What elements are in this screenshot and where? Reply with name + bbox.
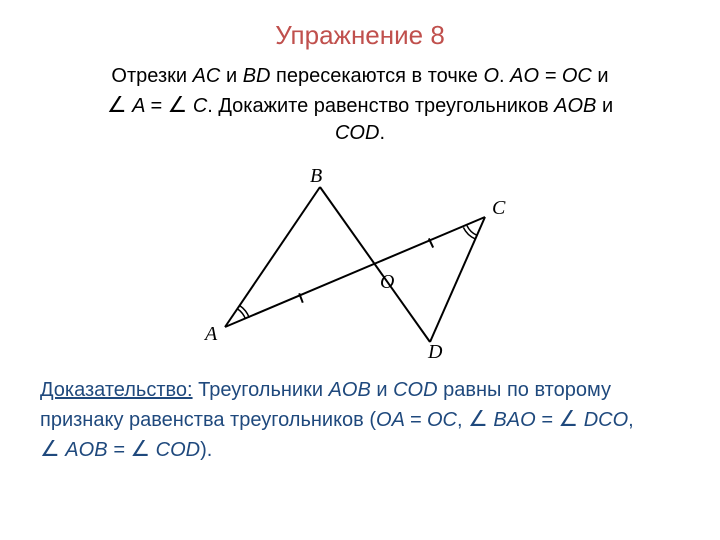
angle-icon: ∠ xyxy=(468,404,488,434)
proof-cod2: COD xyxy=(156,439,200,461)
point-o: O xyxy=(483,65,499,87)
svg-text:C: C xyxy=(492,197,506,219)
problem-text-7: и xyxy=(596,95,613,117)
svg-text:B: B xyxy=(310,165,322,187)
angle-icon: ∠ xyxy=(40,434,60,464)
problem-text-4: . xyxy=(499,65,510,87)
proof-aob-eq: AOB = xyxy=(65,439,130,461)
proof-comma-2: , xyxy=(628,409,634,431)
proof-text: Доказательство: Треугольники AOB и COD р… xyxy=(40,377,680,464)
proof-comma-1: , xyxy=(457,409,468,431)
svg-text:A: A xyxy=(203,323,218,345)
svg-text:O: O xyxy=(380,271,394,293)
proof-dco: DCO xyxy=(584,409,628,431)
proof-label: Доказательство: xyxy=(40,379,193,401)
proof-bao: BAO = xyxy=(493,409,558,431)
problem-statement: Отрезки AC и BD пересекаются в точке O . … xyxy=(40,63,680,147)
problem-text-5: и xyxy=(592,65,609,87)
segment-bd: BD xyxy=(243,65,271,87)
problem-text-3: пересекаются в точке xyxy=(270,65,483,87)
angle-icon: ∠ xyxy=(130,434,150,464)
problem-text-8: . xyxy=(379,122,385,144)
segment-ac: AC xyxy=(193,65,221,87)
problem-text-2: и xyxy=(220,65,242,87)
proof-aob: AOB xyxy=(329,379,371,401)
angle-c: C xyxy=(193,95,207,117)
proof-part-2: и xyxy=(371,379,393,401)
svg-text:D: D xyxy=(427,341,443,362)
geometry-diagram: A B C D O xyxy=(190,162,530,362)
proof-end: ). xyxy=(200,439,212,461)
proof-oa-oc: OA = OC xyxy=(376,409,457,431)
diagram-container: A B C D O xyxy=(40,162,680,362)
problem-text-6: . Докажите равенство треугольников xyxy=(207,95,554,117)
exercise-title: Упражнение 8 xyxy=(40,20,680,51)
proof-cod: COD xyxy=(393,379,437,401)
triangle-cod: COD xyxy=(335,122,379,144)
angle-a-eq: A = xyxy=(132,95,167,117)
angle-icon: ∠ xyxy=(558,404,578,434)
problem-text-1: Отрезки xyxy=(111,65,192,87)
angle-icon: ∠ xyxy=(168,90,188,120)
proof-part-1: Треугольники xyxy=(193,379,329,401)
triangle-aob: AOB xyxy=(554,95,596,117)
ao-eq-oc: AO = OC xyxy=(510,65,592,87)
angle-icon: ∠ xyxy=(107,90,127,120)
